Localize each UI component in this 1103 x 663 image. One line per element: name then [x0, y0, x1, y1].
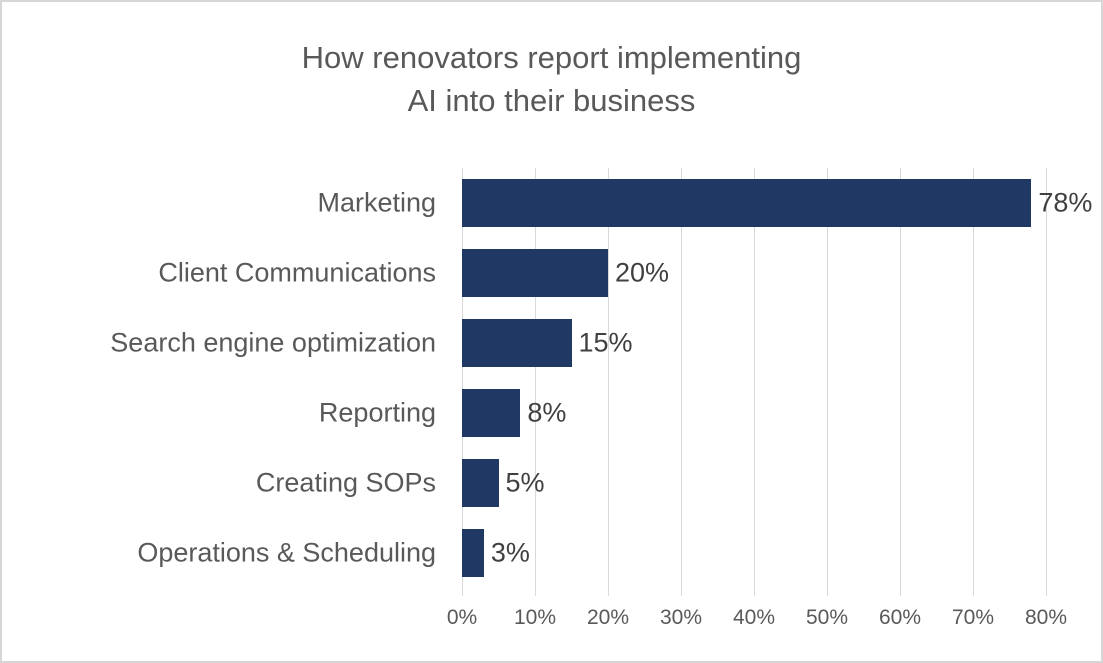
x-axis: 0% 10% 20% 30% 40% 50% 60% 70% 80%	[447, 606, 1067, 636]
bar-row: Marketing 78%	[317, 168, 1092, 238]
x-axis-tick-label: 80%	[1024, 606, 1068, 629]
bar	[462, 249, 608, 297]
gridline	[681, 168, 682, 596]
x-axis-tick-label: 0%	[446, 606, 478, 629]
category-label: Search engine optimization	[110, 327, 436, 358]
bar	[462, 389, 521, 437]
bar	[462, 179, 1032, 227]
x-axis-tick-label: 40%	[732, 606, 776, 629]
bar	[462, 529, 484, 577]
bar-value-label: 15%	[578, 327, 633, 358]
category-label: Creating SOPs	[255, 467, 436, 498]
bar-value-label: 78%	[1038, 187, 1093, 218]
bar-value-label: 20%	[615, 257, 670, 288]
bar-value-label: 8%	[527, 397, 567, 428]
category-label: Marketing	[317, 187, 436, 218]
gridline	[827, 168, 828, 596]
bar-row: Creating SOPs 5%	[256, 448, 1046, 518]
x-axis-tick-label: 50%	[805, 606, 849, 629]
x-axis-tick-label: 20%	[586, 606, 630, 629]
category-label: Reporting	[318, 397, 436, 428]
chart-title-line2: AI into their business	[407, 83, 696, 118]
category-label: Client Communications	[158, 257, 436, 288]
bar-value-label: 3%	[490, 537, 530, 568]
chart-title: How renovators report implementing AI in…	[2, 36, 1101, 122]
gridline	[1046, 168, 1047, 596]
gridline	[462, 168, 463, 596]
plot-area: Marketing 78% Client Communications 20% Sear…	[110, 168, 1092, 596]
bar	[462, 319, 572, 367]
gridline	[608, 168, 609, 596]
gridline	[754, 168, 755, 596]
x-axis-tick-label: 30%	[659, 606, 703, 629]
bar-row: Client Communications 20%	[158, 238, 1046, 308]
gridline	[535, 168, 536, 596]
bar-value-label: 5%	[505, 467, 545, 498]
x-axis-tick-label: 10%	[513, 606, 557, 629]
x-axis-tick-label: 60%	[878, 606, 922, 629]
bar-row: Search engine optimization 15%	[110, 308, 1046, 378]
gridline	[900, 168, 901, 596]
category-label: Operations & Scheduling	[137, 537, 436, 568]
x-axis-tick-label: 70%	[951, 606, 995, 629]
bar-row: Operations & Scheduling 3%	[137, 518, 1046, 588]
bar	[462, 459, 499, 507]
chart-title-line1: How renovators report implementing	[301, 40, 802, 75]
bar-row: Reporting 8%	[319, 378, 1046, 448]
gridline	[973, 168, 974, 596]
